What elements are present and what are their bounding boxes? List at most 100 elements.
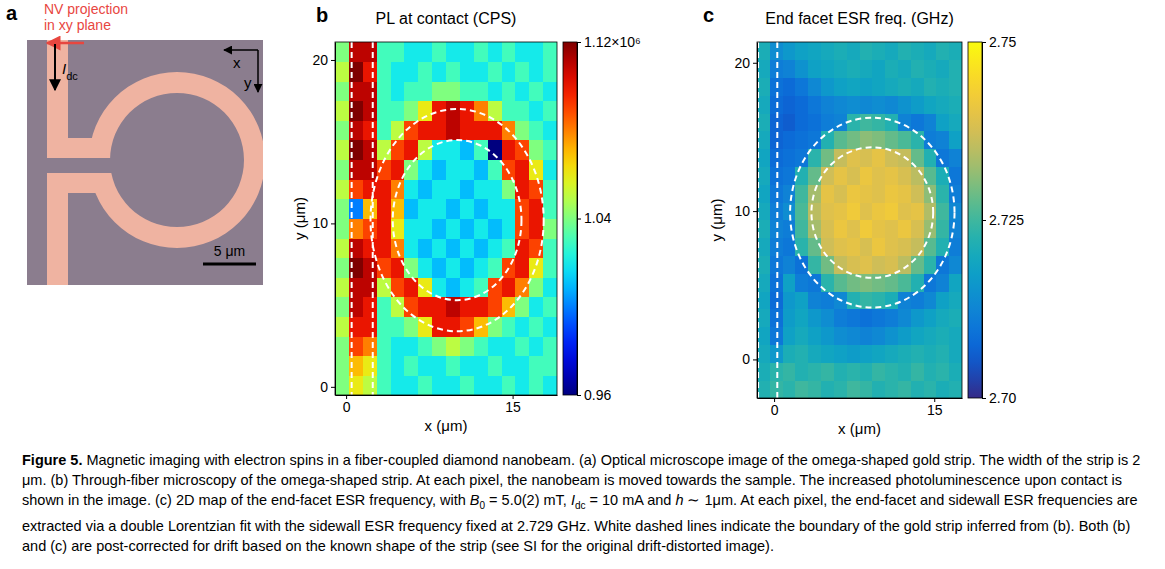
heat-cell xyxy=(363,317,377,337)
heat-cell xyxy=(834,78,847,96)
heat-cell xyxy=(872,362,885,380)
heat-cell xyxy=(391,317,405,337)
heat-cell xyxy=(898,309,911,327)
heat-cell xyxy=(363,62,377,82)
gold-arm xyxy=(47,173,102,193)
tick: 1.12×10⁶ xyxy=(577,34,641,50)
heat-cell xyxy=(808,202,821,220)
heat-cell xyxy=(529,375,543,395)
panel-title: End facet ESR freq. (GHz) xyxy=(765,10,954,27)
heat-cell xyxy=(847,131,860,149)
heat-cell xyxy=(795,220,808,238)
heat-cell xyxy=(872,238,885,256)
tick-label: 15 xyxy=(927,402,943,418)
heat-cell xyxy=(474,160,488,180)
heat-cell xyxy=(391,179,405,199)
tick-label: 0 xyxy=(742,351,750,367)
heat-cell xyxy=(783,149,796,167)
heat-cell xyxy=(502,375,516,395)
heat-cell xyxy=(860,273,873,291)
heat-cell xyxy=(418,277,432,297)
heat-cell xyxy=(860,380,873,398)
heat-cell xyxy=(911,202,924,220)
heat-cell xyxy=(488,336,502,356)
heat-cell xyxy=(377,317,391,337)
heat-cell xyxy=(834,345,847,363)
heat-cell xyxy=(936,362,949,380)
heat-cell xyxy=(834,202,847,220)
heat-cell xyxy=(924,273,937,291)
heat-cell xyxy=(377,238,391,258)
heat-cell xyxy=(418,238,432,258)
heat-cell xyxy=(404,101,418,121)
heat-cell xyxy=(949,238,962,256)
heat-cell xyxy=(529,81,543,101)
heat-cell xyxy=(460,317,474,337)
heat-cell xyxy=(885,380,898,398)
heat-cell xyxy=(898,327,911,345)
heat-cell xyxy=(418,356,432,376)
heat-cell xyxy=(460,42,474,62)
heat-cell xyxy=(529,336,543,356)
heat-cell xyxy=(460,336,474,356)
heat-cell xyxy=(515,62,529,82)
heat-cell xyxy=(860,184,873,202)
tick: 1.04 xyxy=(577,210,611,226)
heat-cell xyxy=(821,238,834,256)
heat-cell xyxy=(885,60,898,78)
heat-cell xyxy=(377,199,391,219)
heat-cell xyxy=(860,60,873,78)
x-axis: 015 xyxy=(336,395,558,415)
heat-cell xyxy=(936,131,949,149)
heat-cell xyxy=(808,78,821,96)
heat-cell xyxy=(543,120,557,140)
heat-cell xyxy=(795,60,808,78)
y-axis: 01020 xyxy=(734,43,757,399)
heat-cell xyxy=(808,362,821,380)
heat-cell xyxy=(404,199,418,219)
heat-cell xyxy=(936,291,949,309)
heat-cell xyxy=(502,62,516,82)
heat-cell xyxy=(460,81,474,101)
heat-cell xyxy=(808,60,821,78)
heat-cell xyxy=(488,258,502,278)
heat-cell xyxy=(821,327,834,345)
heat-cell xyxy=(808,95,821,113)
tick-label: 20 xyxy=(312,52,328,68)
heat-cell xyxy=(795,42,808,60)
heat-cell xyxy=(543,140,557,160)
heatmap-cells xyxy=(335,42,557,395)
heat-cell xyxy=(783,131,796,149)
heat-cell xyxy=(404,375,418,395)
heat-cell xyxy=(488,160,502,180)
heat-cell xyxy=(911,291,924,309)
heat-cell xyxy=(404,160,418,180)
heat-cell xyxy=(474,297,488,317)
heat-cell xyxy=(872,167,885,185)
heat-cell xyxy=(391,120,405,140)
boundary-ellipse xyxy=(393,140,522,300)
heat-cell xyxy=(543,62,557,82)
heat-cell xyxy=(834,131,847,149)
heat-cell xyxy=(834,380,847,398)
heat-cell xyxy=(795,256,808,274)
heat-cell xyxy=(847,60,860,78)
heat-cell xyxy=(808,256,821,274)
heat-cell xyxy=(529,277,543,297)
heat-cell xyxy=(488,179,502,199)
heat-cell xyxy=(795,273,808,291)
heat-cell xyxy=(391,101,405,121)
heatmap-panel: 01501020cEnd facet ESR freq. (GHz)x (μm)… xyxy=(703,4,1024,437)
heatmap-cells xyxy=(757,42,962,398)
heat-cell xyxy=(783,256,796,274)
heat-cell xyxy=(418,62,432,82)
heat-cell xyxy=(847,184,860,202)
heat-cell xyxy=(335,179,349,199)
heat-cell xyxy=(783,78,796,96)
heat-cell xyxy=(474,277,488,297)
heat-cell xyxy=(949,78,962,96)
heat-cell xyxy=(911,95,924,113)
heat-cell xyxy=(795,291,808,309)
heat-cell xyxy=(515,199,529,219)
tick-label: 0 xyxy=(771,402,779,418)
